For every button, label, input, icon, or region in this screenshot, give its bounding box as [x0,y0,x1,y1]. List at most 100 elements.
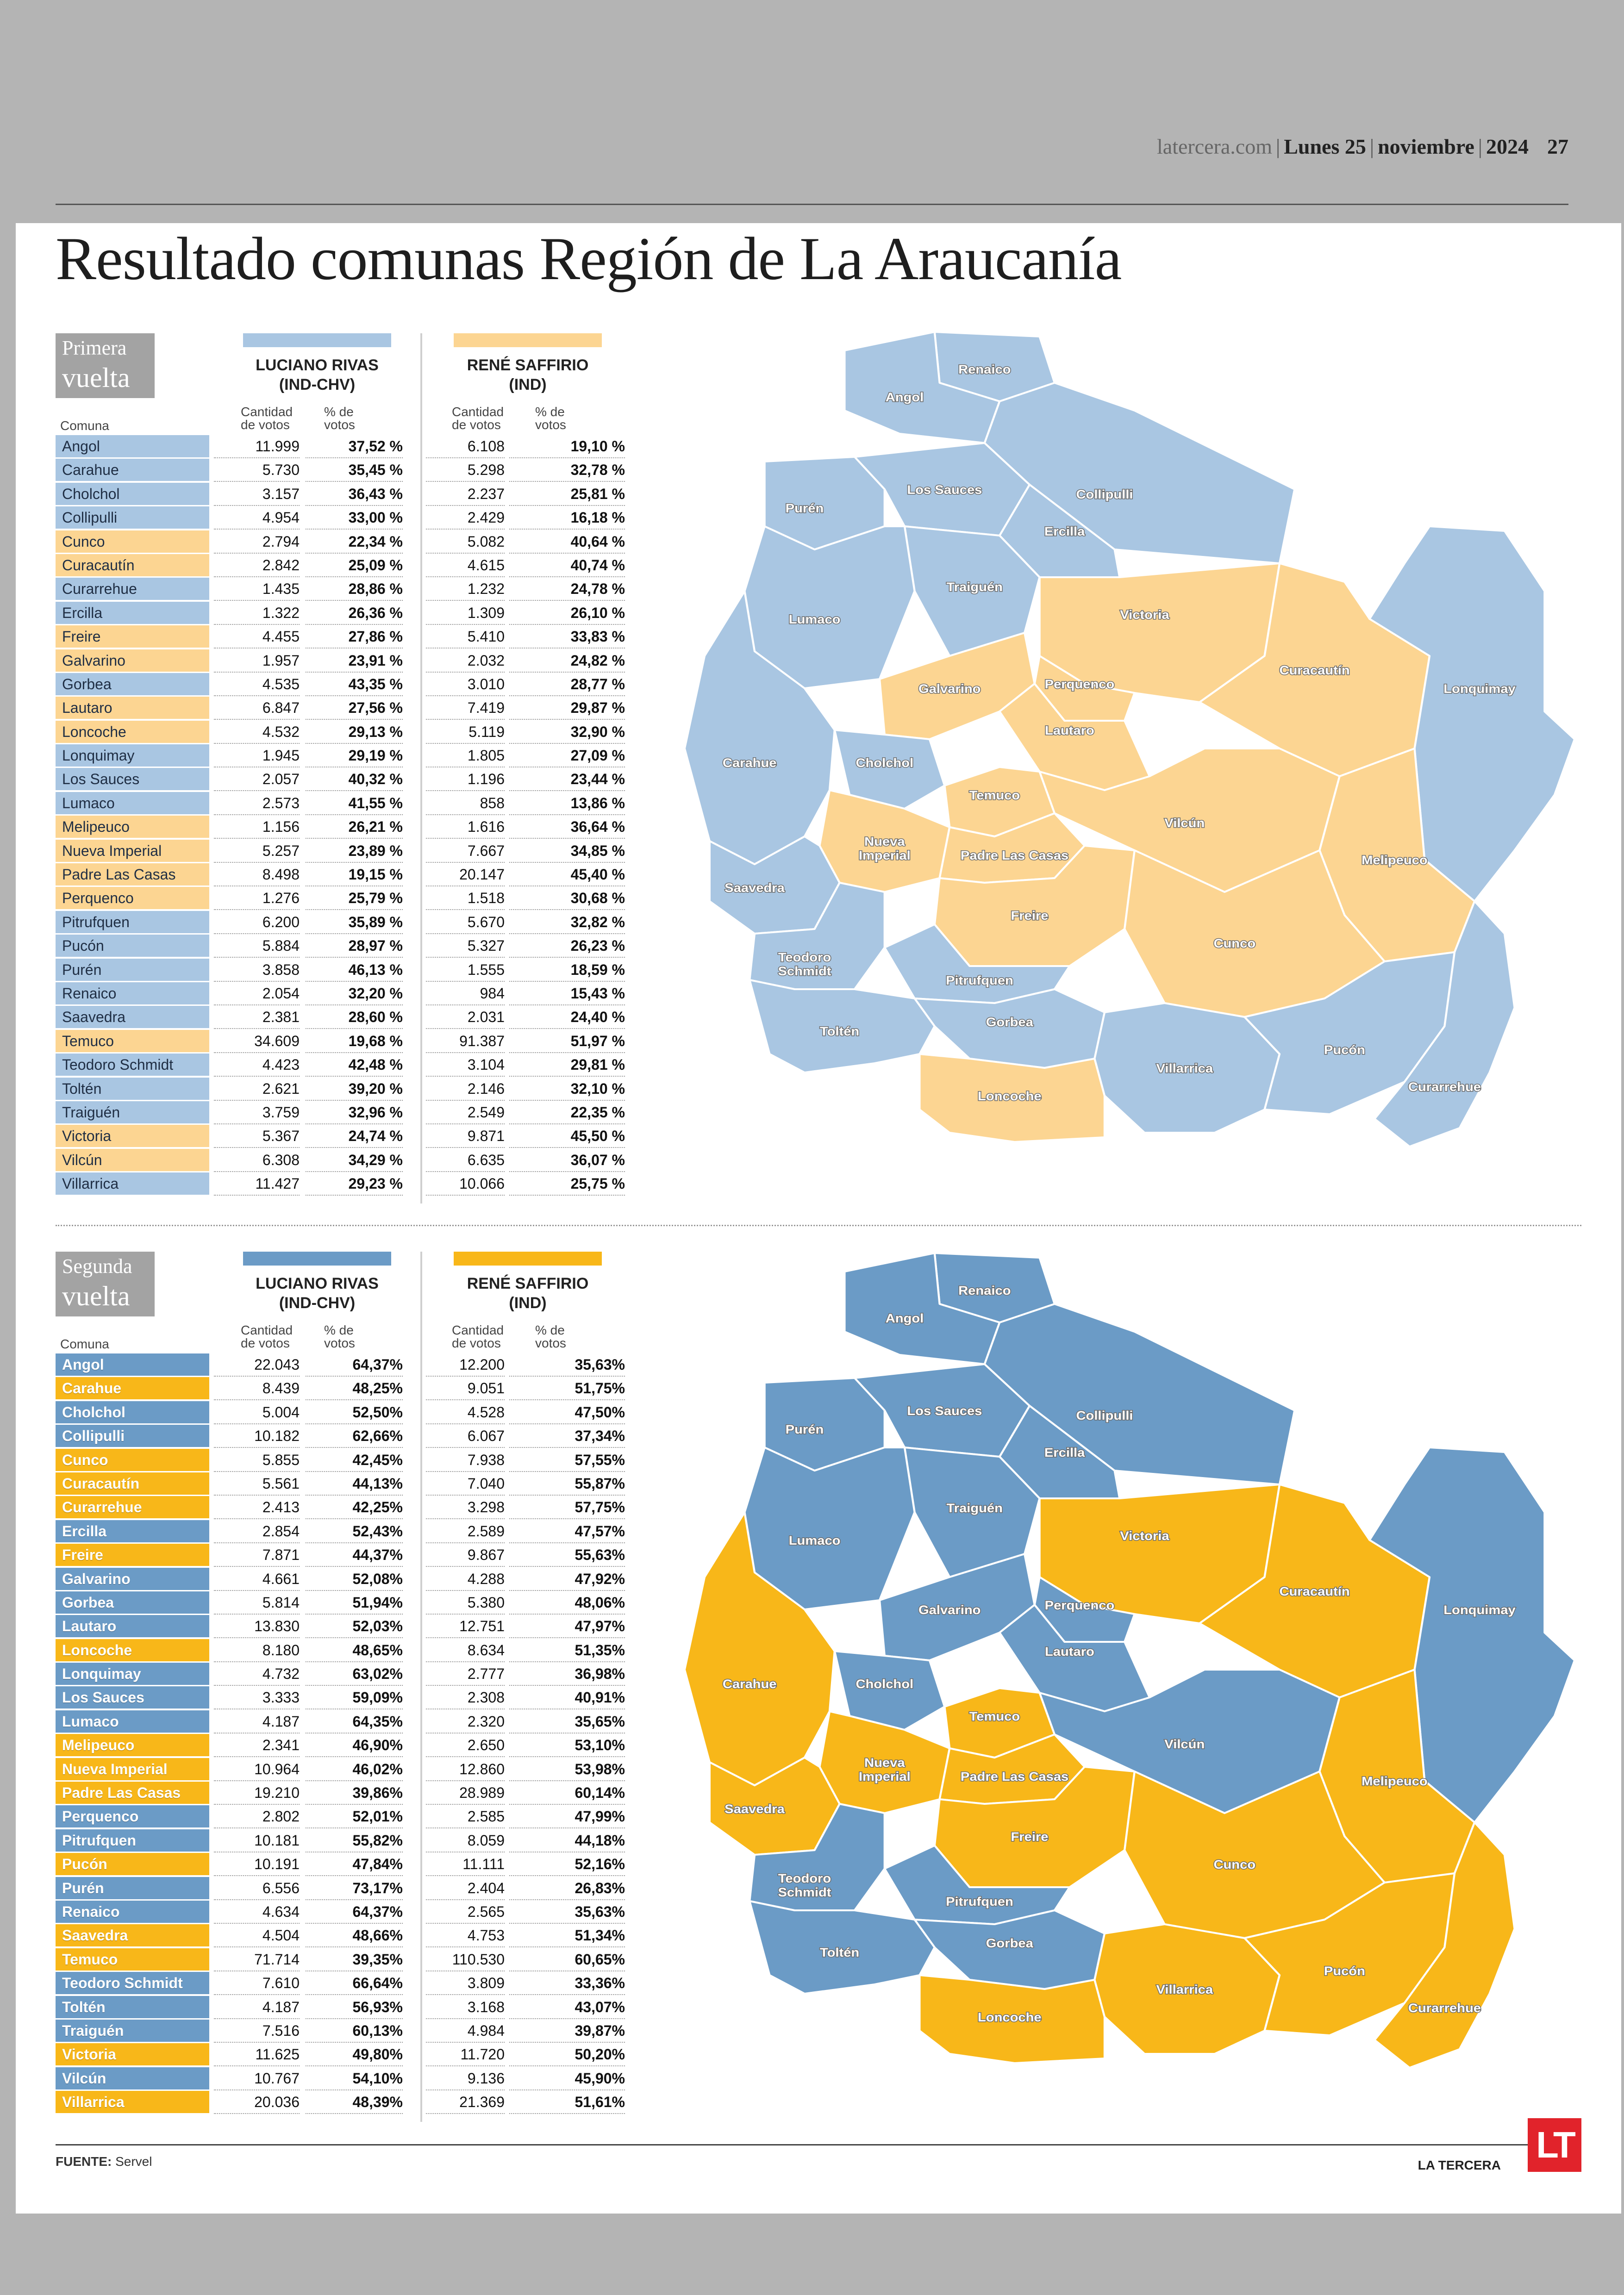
saffirio-votes: 984 [426,982,505,1005]
comuna-name: Lautaro [56,1615,209,1638]
comuna-name: Toltén [56,1996,209,2018]
rivas-percent: 39,35% [306,1948,403,1971]
saffirio-votes: 7.419 [426,697,505,720]
map-label: Lumaco [789,612,841,626]
saffirio-votes: 2.429 [426,506,505,530]
rivas-percent: 48,39% [306,2091,403,2114]
rivas-votes: 2.842 [214,554,300,577]
saffirio-percent: 23,44 % [509,768,625,792]
map-label: Saavedra [725,881,785,895]
saffirio-percent: 50,20% [509,2043,625,2067]
comuna-name: Collipulli [56,1425,209,1447]
saffirio-votes: 10.066 [426,1172,505,1196]
rivas-percent: 19,15 % [306,863,403,887]
comuna-name: Cunco [56,1448,209,1471]
saffirio-percent: 35,63% [509,1901,625,1924]
rivas-percent: 25,79 % [306,887,403,911]
rivas-votes-header: Cantidad de votos [241,1323,293,1350]
comuna-name: Perquenco [56,1805,209,1828]
saffirio-percent: 22,35 % [509,1101,625,1124]
map-label: Victoria [1120,608,1169,622]
rivas-percent: 52,43% [306,1520,403,1543]
comuna-name: Pucón [56,935,209,957]
comuna-name: Traiguén [56,1101,209,1123]
source-name: Servel [115,2154,152,2169]
rivas-votes: 8.180 [214,1639,300,1662]
comuna-header: Comuna [60,1337,109,1351]
saffirio-percent: 15,43 % [509,982,625,1005]
rivas-votes: 2.413 [214,1496,300,1520]
saffirio-votes: 858 [426,792,505,815]
map-label: Loncoche [978,2010,1042,2024]
map-label: Traiguén [946,580,1003,594]
saffirio-votes: 3.168 [426,1996,505,2019]
saffirio-percent: 60,65% [509,1948,625,1971]
rivas-percent: 60,13% [306,2020,403,2043]
saffirio-percent: 55,87% [509,1472,625,1496]
rivas-votes: 10.191 [214,1853,300,1877]
saffirio-percent: 44,18% [509,1829,625,1852]
round-badge: Primera vuelta [56,333,155,398]
rivas-votes: 3.157 [214,483,300,506]
saffirio-votes-header: Cantidad de votos [452,405,504,432]
saffirio-votes: 9.867 [426,1544,505,1567]
section-divider [56,1225,1581,1226]
saffirio-votes: 1.518 [426,887,505,911]
saffirio-percent: 47,50% [509,1401,625,1424]
rivas-percent: 23,89 % [306,840,403,863]
article-sheet: Resultado comunas Región de La Araucanía… [16,223,1621,2214]
saffirio-votes: 2.032 [426,649,505,673]
rivas-percent: 73,17% [306,1877,403,1900]
rivas-percent: 35,45 % [306,459,403,482]
candidate-rivas-color-bar [243,1252,391,1266]
saffirio-percent: 40,74 % [509,554,625,577]
saffirio-votes: 2.404 [426,1877,505,1900]
saffirio-votes: 2.549 [426,1101,505,1124]
saffirio-votes: 2.308 [426,1686,505,1710]
round-1-section: Primera vuelta LUCIANO RIVAS (IND-CHV) R… [56,333,671,1204]
candidate-rivas-header: LUCIANO RIVAS (IND-CHV) [243,333,391,394]
saffirio-percent: 47,57% [509,1520,625,1543]
saffirio-votes: 110.530 [426,1948,505,1971]
saffirio-percent: 47,97% [509,1615,625,1639]
comuna-name: Nueva Imperial [56,1758,209,1780]
saffirio-votes: 20.147 [426,863,505,887]
rivas-percent: 43,35 % [306,673,403,696]
rivas-percent: 24,74 % [306,1125,403,1148]
rivas-percent: 19,68 % [306,1030,403,1053]
map-label: Temuco [969,788,1020,802]
comuna-name: Pitrufquen [56,911,209,933]
map-region [749,979,936,1073]
map-region [918,1974,1106,2064]
comuna-name: Galvarino [56,1567,209,1590]
rivas-percent: 36,43 % [306,483,403,506]
map-label: Vilcún [1164,1737,1205,1751]
map-label: Los Sauces [907,1404,982,1418]
saffirio-votes: 3.298 [426,1496,505,1520]
saffirio-percent: 32,78 % [509,459,625,482]
rivas-percent: 46,02% [306,1758,403,1781]
map-label: Padre Las Casas [961,1770,1068,1784]
rivas-percent: 29,13 % [306,721,403,744]
comuna-name: Angol [56,1353,209,1376]
comuna-name: Perquenco [56,887,209,910]
rivas-percent: 26,21 % [306,816,403,839]
rivas-percent: 52,03% [306,1615,403,1639]
map-label: Cunco [1213,1858,1255,1871]
comuna-name: Gorbea [56,673,209,695]
saffirio-percent: 53,98% [509,1758,625,1781]
rivas-percent: 63,02% [306,1663,403,1686]
saffirio-percent: 51,97 % [509,1030,625,1053]
round-badge-line1: Primera [62,337,127,359]
comuna-name: Galvarino [56,649,209,672]
saffirio-percent: 57,75% [509,1496,625,1520]
saffirio-votes: 11.111 [426,1853,505,1877]
candidate-saffirio-header: RENÉ SAFFIRIO (IND) [454,333,602,394]
rivas-votes: 20.036 [214,2091,300,2114]
rivas-percent: 49,80% [306,2043,403,2067]
comuna-name: Renaico [56,1900,209,1923]
map-label: Angol [886,1311,924,1325]
saffirio-votes: 4.615 [426,554,505,577]
saffirio-votes: 3.809 [426,1972,505,1996]
rivas-percent: 55,82% [306,1829,403,1852]
